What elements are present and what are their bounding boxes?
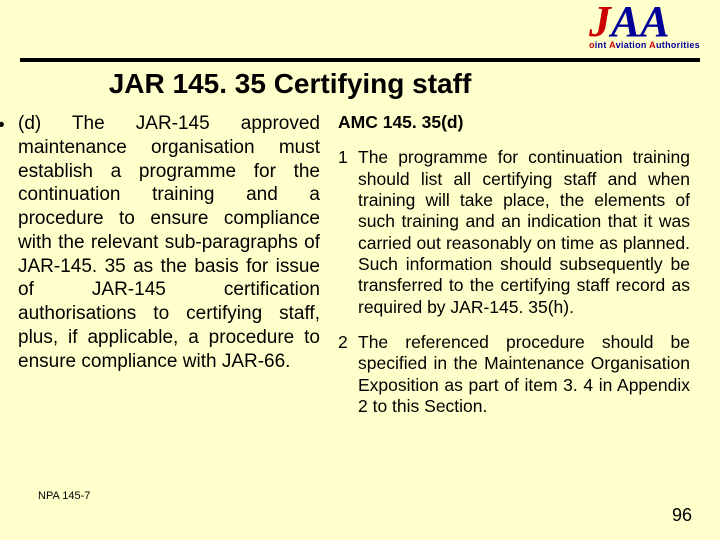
slide-title: JAR 145. 35 Certifying staff xyxy=(0,68,580,100)
item-number: 1 xyxy=(338,147,358,318)
amc-heading: AMC 145. 35(d) xyxy=(338,112,690,133)
footnote: NPA 145-7 xyxy=(38,490,90,502)
slide: JAA oint Aviation Authorities JAR 145. 3… xyxy=(0,0,720,540)
right-column: AMC 145. 35(d) 1 The programme for conti… xyxy=(338,112,690,431)
item-number: 2 xyxy=(338,332,358,417)
content-columns: • (d) The JAR-145 approved maintenance o… xyxy=(0,112,690,431)
item-text: The referenced procedure should be speci… xyxy=(358,332,690,417)
list-item: 2 The referenced procedure should be spe… xyxy=(338,332,690,417)
page-number: 96 xyxy=(672,505,692,526)
left-paragraph: (d) The JAR-145 approved maintenance org… xyxy=(0,112,320,373)
item-text: The programme for continuation training … xyxy=(358,147,690,318)
logo-main: JAA xyxy=(589,2,700,42)
logo: JAA oint Aviation Authorities xyxy=(589,2,700,50)
logo-tagline: oint Aviation Authorities xyxy=(589,40,700,50)
horizontal-rule xyxy=(20,58,700,62)
bullet-icon: • xyxy=(0,114,5,138)
list-item: 1 The programme for continuation trainin… xyxy=(338,147,690,318)
left-column: • (d) The JAR-145 approved maintenance o… xyxy=(0,112,320,431)
